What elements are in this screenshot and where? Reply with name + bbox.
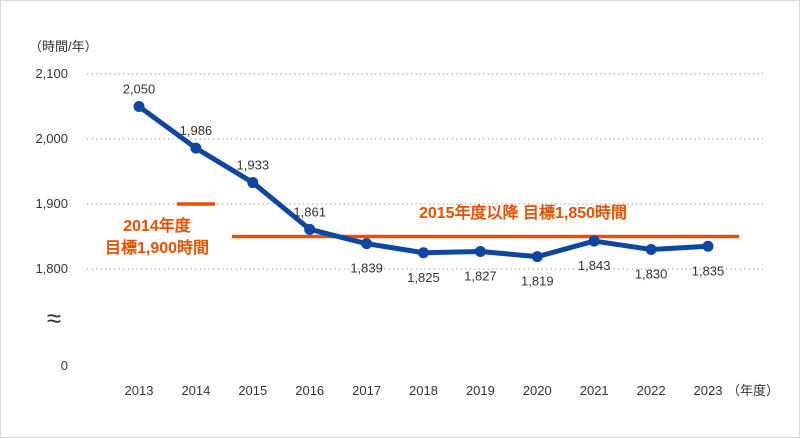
data-point (588, 235, 600, 247)
data-label: 1,835 (692, 263, 725, 278)
target-label-2014: 目標1,900時間 (105, 238, 209, 257)
data-point (133, 101, 145, 112)
data-label: 1,825 (407, 270, 440, 285)
y-unit-label: （時間/年） (29, 39, 98, 54)
series-polyline (136, 104, 711, 260)
target-label-2015: 2015年度以降 目標1,850時間 (419, 203, 627, 222)
data-label: 1,843 (578, 258, 611, 273)
x-tick-label: 2021 (580, 383, 609, 398)
data-point (474, 245, 486, 257)
x-tick-label: 2023 (694, 383, 723, 398)
y-tick-label: 2,000 (35, 131, 68, 146)
y-tick-label: 2,100 (35, 66, 68, 81)
target-label-2014: 2014年度 (123, 216, 192, 235)
data-label: 1,861 (293, 204, 326, 219)
data-points (133, 101, 714, 263)
x-tick-label: 2017 (352, 383, 381, 398)
x-tick-label: 2019 (466, 383, 495, 398)
x-tick-label: 2020 (523, 383, 552, 398)
y-axis-ticks: 2,100 2,000 1,900 1,800 0 (35, 66, 68, 373)
axis-break-symbol: ≈ (47, 303, 61, 333)
data-point (304, 223, 316, 235)
x-tick-label: 2022 (637, 383, 666, 398)
data-label: 1,839 (350, 261, 383, 276)
data-point (190, 142, 202, 154)
data-point (531, 251, 543, 263)
data-label: 1,986 (180, 123, 213, 138)
y-tick-label: 1,800 (35, 261, 68, 276)
data-label: 1,830 (635, 267, 668, 282)
x-tick-label: 2014 (181, 383, 210, 398)
data-label: 2,050 (123, 82, 156, 97)
x-tick-label: 2016 (295, 383, 324, 398)
data-point (702, 240, 714, 252)
data-point (645, 244, 657, 255)
data-label: 1,827 (464, 268, 497, 283)
data-point (418, 247, 429, 259)
series-line (136, 104, 711, 260)
x-tick-label: 2013 (125, 383, 154, 398)
y-tick-label: 1,900 (35, 196, 68, 211)
data-label: 1,819 (521, 274, 554, 289)
x-unit-label: （年度） (727, 383, 779, 398)
x-axis-ticks: 2013 2014 2015 2016 2017 2018 2019 2020 2021 2022… (125, 383, 723, 398)
data-labels: 2,050 1,986 1,933 1,861 1,839 1,825 1,827 1,819… (123, 82, 725, 289)
data-point (247, 177, 259, 189)
data-point (361, 238, 373, 250)
x-tick-label: 2018 (409, 383, 438, 398)
x-tick-label: 2015 (238, 383, 267, 398)
data-label: 1,933 (237, 158, 270, 173)
y-tick-label: 0 (61, 358, 68, 373)
